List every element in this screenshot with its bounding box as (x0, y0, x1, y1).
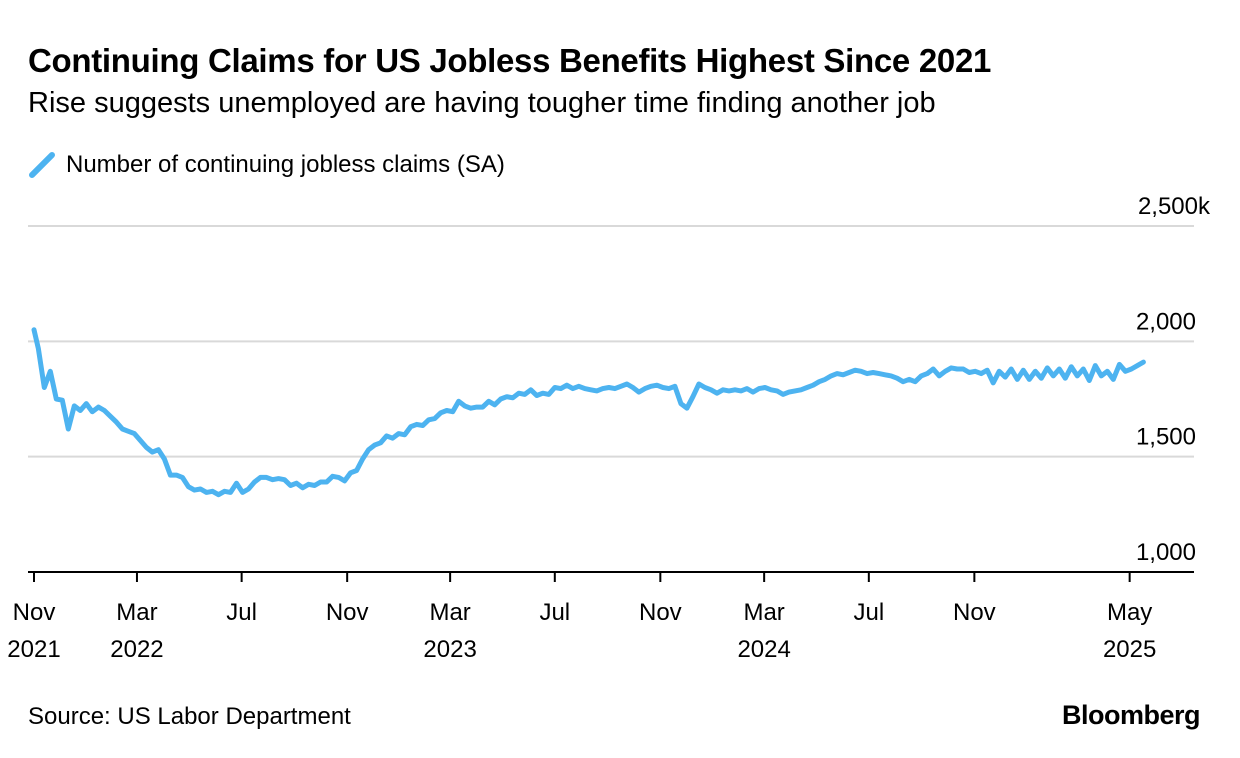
x-tick-label: Nov (326, 599, 369, 626)
x-tick-year-label: 2025 (1103, 636, 1156, 663)
x-tick-label: May (1107, 599, 1152, 626)
legend: Number of continuing jobless claims (SA) (28, 148, 505, 182)
y-tick-label: 2,000 (1136, 308, 1196, 335)
series-line (31, 327, 1146, 498)
x-tick-label: Mar (429, 599, 470, 626)
x-tick-label: Jul (853, 599, 884, 626)
chart-subtitle: Rise suggests unemployed are having toug… (28, 87, 936, 119)
y-tick-label: 2,500k (1138, 193, 1211, 220)
x-tick-year-label: 2022 (110, 636, 163, 663)
x-tick-year-label: 2023 (423, 636, 476, 663)
x-tick-label: Nov (639, 599, 682, 626)
chart-title: Continuing Claims for US Jobless Benefit… (28, 42, 992, 79)
y-axis-ticks: 2,500k 2,000 1,500 1,000 (1136, 193, 1211, 566)
bloomberg-logo: Bloomberg (1061, 700, 1201, 730)
legend-label: Number of continuing jobless claims (SA) (66, 151, 505, 178)
source-note: Source: US Labor Department (28, 703, 351, 730)
x-tick-label: Jul (539, 599, 570, 626)
x-tick-year-label: 2024 (737, 636, 790, 663)
x-tick-label: Jul (226, 599, 257, 626)
gridlines (28, 225, 1194, 458)
y-tick-label: 1,500 (1136, 424, 1196, 451)
x-tick-label: Mar (116, 599, 157, 626)
x-tick-label: Nov (953, 599, 996, 626)
x-tick-label: Mar (743, 599, 784, 626)
x-axis: Nov 2021 Mar 2022 Jul Nov Mar 2023 Jul Nov Mar 2024… (7, 571, 1194, 663)
legend-swatch-icon (29, 152, 55, 178)
series-layer (31, 327, 1146, 498)
x-tick-year-label: 2021 (7, 636, 60, 663)
y-tick-label: 1,000 (1136, 539, 1196, 566)
x-tick-label: Nov (13, 599, 56, 626)
